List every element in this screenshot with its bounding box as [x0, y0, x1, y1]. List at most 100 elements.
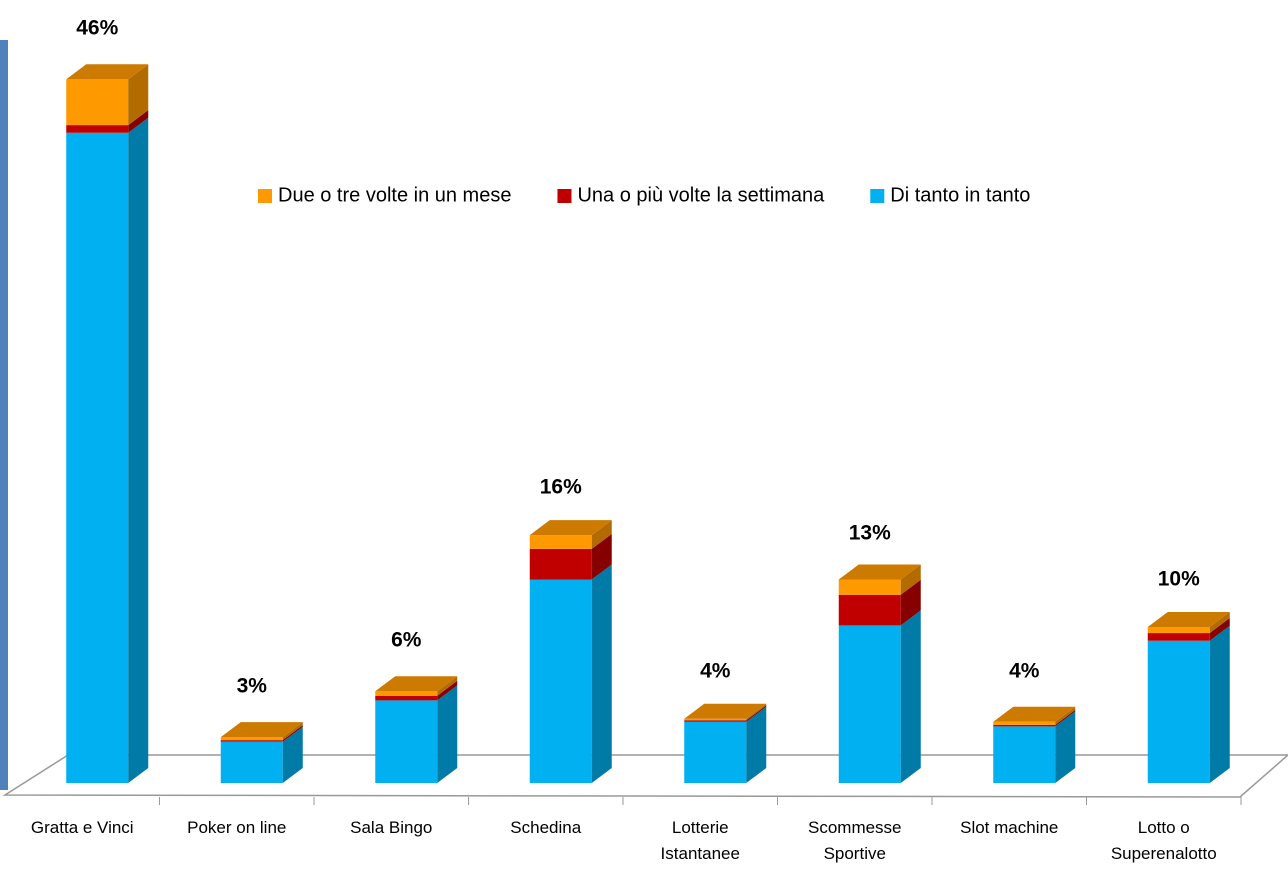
bar-segment: [375, 676, 458, 696]
x-tick-label: Scommesse Sportive: [807, 818, 902, 863]
bar-segment: [66, 117, 149, 783]
bar-face: [1055, 711, 1076, 783]
x-tick-label: Sala Bingo: [350, 818, 433, 837]
bar-face: [591, 520, 612, 549]
total-label: 4%: [1009, 659, 1040, 682]
bar-face: [375, 700, 438, 783]
x-tick-label: Schedina: [510, 818, 582, 837]
bar-face: [838, 564, 921, 580]
bar-face: [684, 720, 747, 722]
bar-face: [220, 737, 283, 741]
bar-face: [993, 726, 1056, 783]
bar-face: [900, 564, 921, 595]
bar-segment: [375, 680, 458, 701]
bar-segment: [993, 706, 1076, 725]
bar-segment: [1147, 625, 1230, 783]
bar-face: [220, 740, 283, 742]
total-label: 4%: [700, 659, 731, 682]
x-tick-label: Gratta e Vinci: [30, 818, 134, 837]
total-label: 6%: [391, 629, 422, 652]
bar-segment: [220, 726, 303, 783]
bar-face: [1209, 618, 1230, 641]
bar-face: [529, 535, 592, 549]
bar-face: [684, 718, 747, 721]
bar-face: [1147, 640, 1210, 783]
bar-face: [900, 579, 921, 626]
bar-face: [684, 703, 767, 719]
bar-segment: [838, 564, 921, 595]
bar-face: [993, 724, 1056, 727]
bar-face: [529, 579, 592, 783]
bar-face: [220, 741, 283, 783]
bar-face: [66, 64, 149, 80]
bar-face: [838, 625, 901, 783]
bar-segment: [684, 706, 767, 783]
bar-face: [900, 610, 921, 783]
bar-segment: [684, 703, 767, 721]
bar-face: [746, 705, 767, 722]
total-label: 3%: [237, 675, 268, 698]
legend-label: Una o più volte la settimana: [577, 184, 825, 206]
bar-segment: [66, 110, 149, 133]
x-tick-label: Lotterie Istantanee: [660, 818, 740, 863]
bar-face: [282, 726, 303, 783]
bar-face: [746, 703, 767, 721]
legend-label: Due o tre volte in un mese: [278, 184, 511, 206]
bar-face: [437, 676, 458, 696]
bar-face: [993, 706, 1076, 722]
bar-segment: [684, 705, 767, 722]
bar-face: [375, 695, 438, 701]
legend-swatch: [870, 189, 885, 203]
bar-face: [1055, 709, 1076, 727]
total-label: 46%: [76, 17, 118, 40]
bar-segment: [220, 722, 303, 741]
bar-face: [529, 548, 592, 580]
floor: [2, 754, 1288, 798]
x-tick-label: Poker on line: [187, 818, 287, 837]
total-label: 13%: [849, 522, 891, 545]
bar-segment: [220, 725, 303, 742]
bar-segment: [993, 709, 1076, 727]
bar-face: [591, 564, 612, 783]
bar-face: [746, 706, 767, 783]
bar-segment: [529, 533, 612, 580]
bar-face: [591, 533, 612, 580]
bar-face: [282, 725, 303, 742]
legend-swatch: [258, 189, 272, 203]
bar-face: [375, 676, 458, 692]
bar-face: [1209, 611, 1230, 634]
bar-segment: [1147, 611, 1230, 634]
bar-segment: [529, 520, 612, 549]
bar-segment: [529, 564, 612, 783]
bar-face: [838, 594, 901, 626]
bar-face: [437, 685, 458, 783]
side-wall: [0, 40, 8, 790]
bar-segment: [1147, 618, 1230, 641]
bar-face: [66, 132, 129, 783]
x-tick-label: Slot machine: [960, 818, 1059, 837]
bar-face: [1147, 626, 1210, 634]
bar-face: [220, 722, 303, 738]
legend-swatch: [557, 189, 572, 203]
bar-face: [1209, 625, 1230, 783]
bar-face: [375, 691, 438, 696]
bar-face: [1147, 611, 1230, 627]
bar-face: [1055, 706, 1076, 725]
bar-face: [529, 520, 612, 536]
bar-segment: [66, 64, 149, 126]
bar-face: [128, 110, 149, 133]
bar-face: [993, 721, 1056, 725]
total-label: 16%: [540, 476, 582, 499]
bar-face: [66, 79, 129, 126]
bar-face: [437, 680, 458, 701]
bar-segment: [375, 685, 458, 783]
bar-segment: [838, 610, 921, 783]
total-label: 10%: [1158, 568, 1200, 591]
bar-face: [66, 125, 129, 133]
legend-label: Di tanto in tanto: [890, 184, 1030, 206]
x-tick-label: Lotto o Superenalotto: [1110, 818, 1217, 863]
bar-face: [282, 722, 303, 741]
bar-face: [1147, 633, 1210, 641]
